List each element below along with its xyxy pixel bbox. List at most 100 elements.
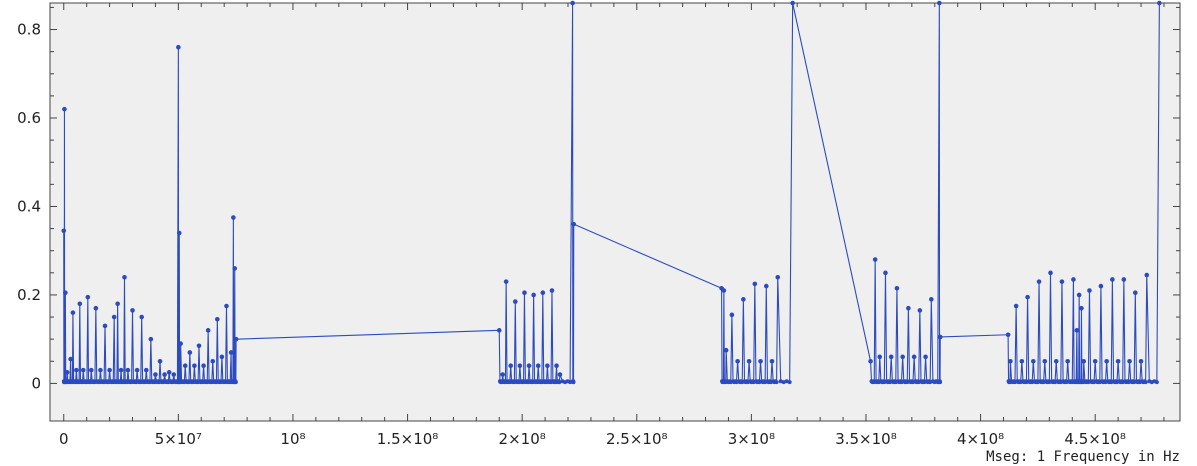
data-point-peak — [1048, 270, 1053, 276]
data-point-peak — [1036, 279, 1042, 284]
data-point-peak — [80, 367, 86, 373]
data-point-peak — [153, 372, 158, 377]
data-point-peak — [1121, 277, 1127, 282]
axis-layer: 0 5×10⁷ 10⁸ 1.5×10⁸ 2×10⁸ 2.5×10⁸ 3×10⁸ 3.5×10⁸… — [17, 3, 1180, 448]
series-layer — [61, 0, 1162, 385]
y-tick-label: 0.6 — [17, 109, 41, 127]
data-point-peak — [535, 363, 541, 369]
data-point-peak — [93, 305, 99, 311]
data-point-peak — [746, 358, 752, 364]
data-point-peak — [1138, 358, 1144, 364]
data-point-peak — [888, 354, 894, 360]
x-axis-label: Mseg: 1 Frequency in Hz — [986, 449, 1180, 465]
data-point-peak — [721, 288, 727, 293]
data-point-peak — [1013, 303, 1019, 309]
data-point-peak — [98, 367, 103, 373]
data-point-peak — [64, 370, 70, 375]
data-point-peak — [157, 358, 163, 364]
data-point-peak — [74, 367, 79, 373]
data-point-peak — [1031, 358, 1036, 364]
data-point-peak — [508, 363, 514, 369]
data-point-peak — [549, 288, 555, 293]
data-point-peak — [894, 286, 900, 291]
y-tick-label: 0.2 — [17, 286, 41, 304]
data-point-peak — [130, 308, 135, 313]
x-tick-label: 3×10⁸ — [728, 430, 775, 448]
y-tick-label: 0 — [31, 374, 41, 392]
data-point-peak — [107, 367, 112, 373]
data-point-peak — [134, 367, 140, 373]
data-point-peak — [118, 367, 124, 373]
data-point-peak — [115, 301, 120, 307]
data-point-peak — [1025, 294, 1030, 300]
data-point-peak — [923, 354, 928, 360]
data-point — [1143, 380, 1148, 385]
series-0 — [61, 0, 1162, 385]
series-connector-line — [792, 2, 872, 362]
data-point-peak — [917, 308, 923, 313]
data-point-peak — [723, 347, 729, 353]
data-point-peak — [62, 106, 67, 112]
data-point-peak — [111, 314, 117, 320]
data-point-peak — [1019, 358, 1025, 364]
data-point-peak — [911, 354, 917, 360]
data-point — [774, 380, 779, 385]
data-point-peak — [1008, 358, 1013, 364]
data-point-peak — [85, 294, 91, 300]
data-point-peak — [61, 228, 67, 234]
data-point-peak — [148, 336, 154, 342]
data-point-peak — [176, 230, 182, 236]
data-point-peak — [178, 341, 183, 346]
data-point-peak — [883, 270, 888, 276]
data-point — [938, 380, 943, 385]
data-point-peak — [1059, 279, 1065, 284]
x-tick-label: 4.5×10⁸ — [1064, 430, 1126, 448]
x-tick-label: 1.5×10⁸ — [377, 430, 439, 448]
data-point-peak — [102, 323, 108, 329]
data-point-peak — [1071, 277, 1076, 282]
data-point-peak — [210, 358, 216, 364]
data-point — [787, 380, 792, 385]
data-point-peak — [503, 279, 509, 284]
data-point-peak — [1079, 305, 1084, 311]
data-point-peak — [171, 372, 177, 377]
data-point-peak — [1053, 358, 1059, 364]
data-point-peak — [557, 372, 563, 377]
data-point-peak — [1074, 328, 1080, 333]
data-point-peak — [196, 343, 202, 349]
data-point-peak — [517, 363, 523, 369]
data-point-peak — [187, 350, 193, 355]
data-point-peak — [1115, 358, 1121, 364]
data-point-peak — [139, 314, 144, 320]
y-tick-label: 0.4 — [17, 197, 41, 215]
data-point-peak — [63, 290, 68, 296]
data-point-peak — [232, 266, 238, 271]
data-point-peak — [540, 290, 546, 296]
data-point-peak — [545, 363, 550, 369]
x-tick-label: 0 — [59, 430, 69, 448]
data-point-peak — [143, 367, 149, 373]
data-point-peak — [88, 367, 94, 373]
data-point-peak — [877, 354, 883, 360]
data-point-peak — [224, 303, 229, 309]
data-point-peak — [758, 358, 763, 364]
data-point-peak — [1092, 358, 1098, 364]
data-point-peak — [512, 299, 518, 304]
data-point-peak — [125, 367, 131, 373]
data-point-peak — [571, 221, 577, 227]
data-point-peak — [570, 0, 575, 6]
data-point-peak — [162, 372, 167, 377]
data-point-peak — [192, 363, 197, 369]
data-point-peak — [769, 358, 775, 364]
x-tick-label: 5×10⁷ — [155, 430, 202, 448]
data-point-peak — [735, 358, 740, 364]
data-point-peak — [231, 215, 236, 220]
x-tick-label: 4×10⁸ — [957, 430, 1004, 448]
data-point-peak — [166, 370, 172, 375]
data-point-peak — [1104, 358, 1109, 364]
data-point-peak — [215, 316, 220, 322]
data-point-peak — [763, 283, 769, 289]
data-point-peak — [1127, 358, 1132, 364]
